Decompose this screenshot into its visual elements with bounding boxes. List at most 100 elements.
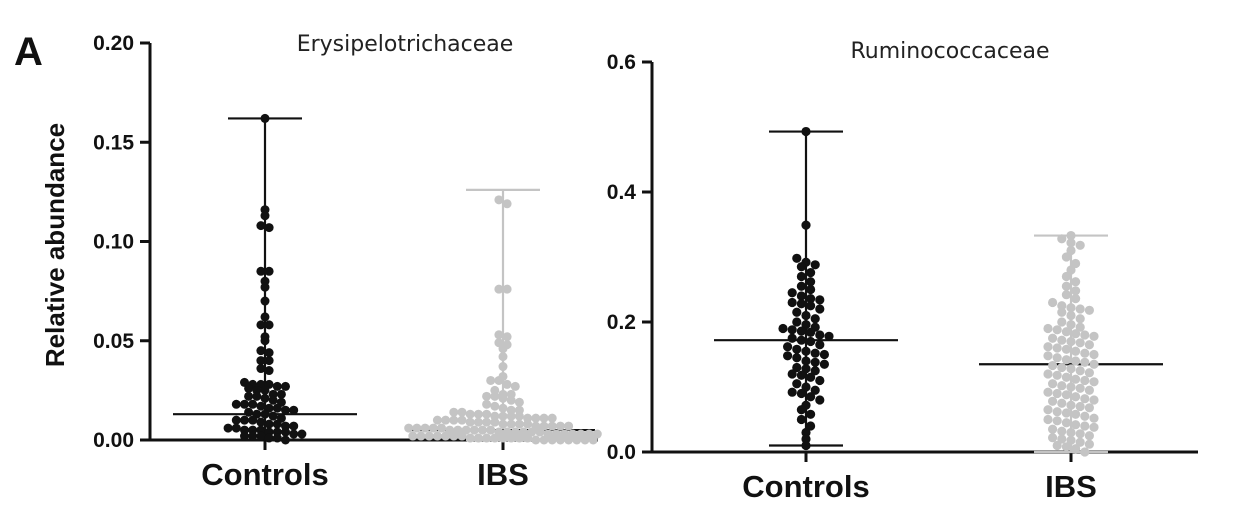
data-point — [506, 433, 516, 443]
x-tick-label: IBS — [1045, 469, 1097, 504]
data-point — [1066, 245, 1076, 256]
data-point — [1048, 297, 1058, 308]
data-point — [806, 372, 816, 382]
y-tick-label: 0.05 — [93, 330, 134, 353]
data-point — [502, 199, 512, 209]
data-point — [498, 403, 508, 413]
data-point — [231, 423, 241, 433]
data-point — [796, 281, 807, 291]
data-point — [404, 423, 414, 433]
data-point — [256, 431, 266, 441]
y-tick-label: 0.6 — [607, 51, 636, 74]
data-point — [260, 409, 270, 419]
data-point — [1075, 429, 1085, 439]
data-point — [1052, 353, 1062, 363]
data-point — [260, 385, 270, 395]
data-point — [1071, 444, 1081, 454]
data-point — [498, 344, 508, 354]
data-point — [1071, 420, 1081, 430]
data-point — [1075, 240, 1085, 250]
data-point — [486, 425, 496, 435]
data-point — [1075, 338, 1085, 348]
data-point — [815, 330, 825, 340]
data-point — [272, 433, 282, 443]
chart-erysipelotrichaceae: Erysipelotrichaceae Relative abundance 0… — [40, 32, 602, 492]
data-point — [441, 431, 451, 441]
data-point — [1043, 369, 1053, 379]
data-point — [815, 304, 825, 314]
y-axis-label: Relative abundance — [40, 123, 70, 367]
data-point — [449, 407, 459, 417]
data-point — [281, 381, 290, 391]
data-point — [1043, 323, 1053, 334]
data-point — [1089, 395, 1099, 405]
data-point — [801, 346, 811, 356]
data-point — [792, 362, 802, 373]
data-point — [588, 435, 598, 445]
data-point — [244, 383, 254, 393]
data-point — [424, 431, 434, 441]
data-point — [1061, 408, 1071, 418]
data-point — [555, 421, 565, 431]
data-point — [494, 284, 504, 294]
data-point — [806, 392, 816, 402]
data-point — [1080, 348, 1090, 358]
data-point — [268, 395, 278, 405]
data-point — [815, 340, 825, 350]
data-point — [1066, 336, 1076, 347]
data-point — [252, 391, 262, 401]
x-ticks: Controls IBS — [742, 452, 1097, 504]
y-tick-label: 0.20 — [93, 32, 134, 55]
data-point — [801, 427, 811, 438]
data-point — [1075, 366, 1085, 376]
data-point — [1048, 396, 1058, 406]
data-point — [564, 421, 574, 431]
data-point — [465, 417, 475, 427]
data-point — [535, 427, 545, 437]
data-point — [1071, 392, 1081, 402]
data-point — [801, 434, 811, 444]
data-point — [494, 375, 504, 385]
data-point — [494, 330, 504, 340]
data-point — [494, 195, 504, 205]
data-point — [796, 291, 807, 301]
data-point — [473, 433, 483, 443]
data-point — [514, 419, 524, 429]
data-point — [1089, 377, 1099, 387]
data-point — [1084, 368, 1094, 378]
data-point — [1052, 407, 1062, 417]
data-point — [231, 399, 241, 409]
data-point — [289, 421, 299, 431]
data-point — [1043, 351, 1053, 361]
data-point — [1043, 387, 1053, 397]
summary-lines — [173, 117, 595, 442]
axes — [148, 43, 598, 442]
data-point — [819, 359, 830, 369]
data-point — [801, 126, 811, 137]
y-tick-label: 0.00 — [93, 429, 134, 452]
data-point — [248, 415, 258, 425]
x-tick-label: Controls — [742, 469, 869, 504]
data-point — [1071, 409, 1081, 419]
data-point — [465, 409, 475, 419]
data-point — [824, 331, 834, 341]
data-point — [1052, 388, 1062, 399]
data-point — [806, 327, 816, 337]
data-point — [1066, 265, 1076, 275]
data-point — [796, 326, 807, 336]
data-point — [1071, 277, 1081, 287]
data-point — [289, 429, 299, 439]
y-ticks: 0.0 0.2 0.4 0.6 — [607, 51, 652, 464]
data-point — [264, 348, 274, 358]
data-point — [792, 379, 802, 389]
data-point — [256, 401, 266, 411]
data-point — [1089, 422, 1099, 432]
data-point — [1052, 370, 1062, 380]
data-point — [240, 431, 249, 441]
data-point — [1052, 416, 1062, 426]
data-point — [482, 391, 492, 401]
data-point — [806, 421, 816, 431]
data-point — [457, 415, 467, 425]
data-point — [502, 284, 512, 294]
